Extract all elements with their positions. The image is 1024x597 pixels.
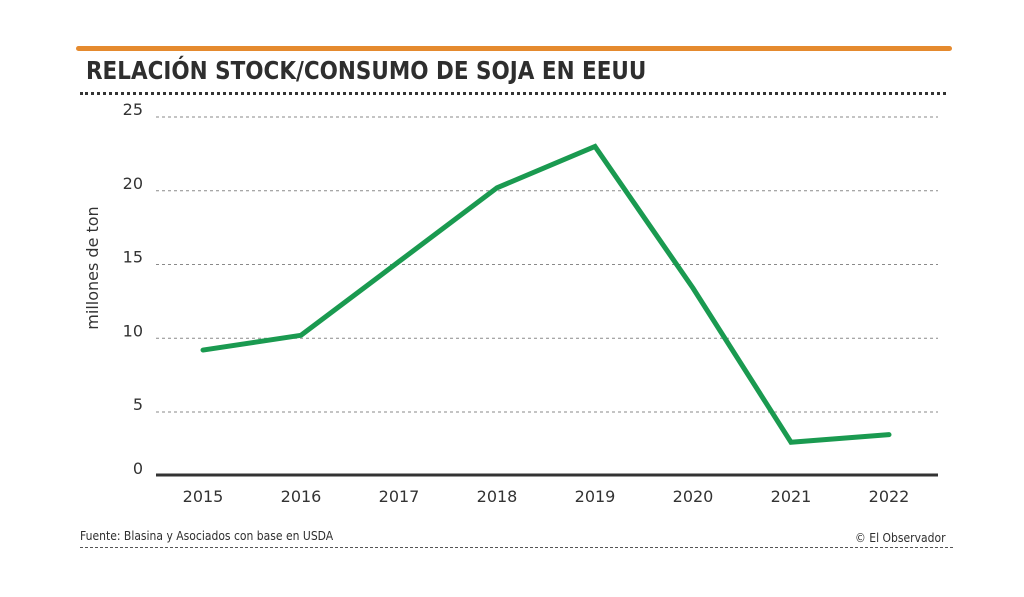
y-tick-label: 15 [123,248,143,267]
y-tick-label: 0 [133,459,143,478]
x-tick-label: 2016 [281,487,322,506]
footer-divider [80,547,953,548]
x-axis-ticks: 2015 2016 2017 2018 2019 2020 2021 2022 [183,487,910,506]
x-tick-label: 2015 [183,487,224,506]
gridlines [156,116,938,413]
x-tick-label: 2022 [869,487,910,506]
x-tick-label: 2019 [575,487,616,506]
chart-title: RELACIÓN STOCK/CONSUMO DE SOJA EN EEUU [86,56,647,85]
source-note: Fuente: Blasina y Asociados con base en … [80,529,334,543]
x-tick-label: 2020 [673,487,714,506]
x-tick-label: 2017 [379,487,420,506]
y-tick-label: 20 [123,174,143,193]
y-tick-label: 25 [123,100,143,119]
copyright-credit: © El Observador [855,531,946,545]
y-tick-label: 5 [133,395,143,414]
x-tick-label: 2021 [771,487,812,506]
header-accent-bar [76,46,952,51]
y-axis-ticks: 0 5 10 15 20 25 [123,100,143,478]
series-line [200,143,892,445]
title-divider [80,92,946,95]
series-group [200,143,892,445]
y-tick-label: 10 [123,321,143,340]
y-axis-label: millones de ton [83,206,102,329]
x-tick-label: 2018 [477,487,518,506]
